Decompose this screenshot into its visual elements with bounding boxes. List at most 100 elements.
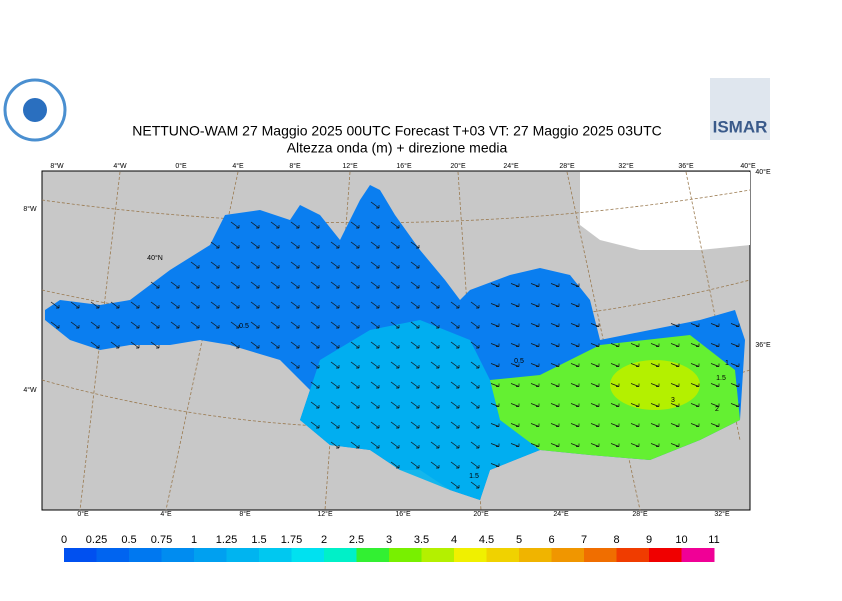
direction-arrow	[210, 261, 220, 269]
contour-label: 3	[671, 397, 675, 404]
colorbar-label: 0.25	[86, 534, 107, 546]
direction-arrow	[390, 221, 400, 229]
colorbar-label: 6	[548, 534, 554, 546]
direction-arrow	[470, 421, 480, 429]
direction-arrow	[470, 301, 480, 309]
direction-arrow	[470, 481, 480, 489]
direction-arrow	[410, 461, 420, 469]
top-lon-label: 36°E	[678, 162, 694, 170]
right-label: 40°E	[755, 168, 771, 176]
direction-arrow	[310, 221, 320, 229]
direction-arrow	[210, 301, 220, 309]
direction-arrow	[150, 341, 160, 349]
direction-arrow	[490, 403, 500, 407]
direction-arrow	[310, 261, 320, 269]
direction-arrow	[330, 321, 340, 329]
colorbar-label: 4.5	[479, 534, 494, 546]
direction-arrow	[410, 301, 420, 309]
direction-arrow	[290, 341, 300, 349]
direction-arrow	[370, 221, 380, 229]
direction-arrow	[250, 341, 260, 349]
direction-arrow	[310, 381, 320, 389]
direction-arrow	[210, 241, 220, 249]
colorbar-label: 3	[386, 534, 392, 546]
colorbar-swatch	[161, 548, 195, 562]
direction-arrow	[490, 363, 500, 367]
direction-arrow	[350, 281, 360, 289]
direction-arrow	[170, 321, 180, 329]
direction-arrow	[410, 421, 420, 429]
top-lon-label: 4°E	[232, 162, 244, 170]
direction-arrow	[610, 443, 620, 447]
direction-arrow	[410, 341, 420, 349]
colorbar-swatch	[356, 548, 390, 562]
direction-arrow	[650, 343, 660, 347]
direction-arrow	[430, 301, 440, 309]
colorbar-label: 2.5	[349, 534, 364, 546]
direction-arrow	[370, 201, 380, 209]
direction-arrow	[590, 383, 600, 387]
direction-arrow	[570, 363, 580, 367]
direction-arrow	[530, 343, 540, 347]
direction-arrow	[510, 303, 520, 307]
bottom-lon-label: 32°E	[714, 510, 730, 518]
direction-arrow	[670, 423, 680, 427]
direction-arrow	[230, 301, 240, 309]
direction-arrow	[350, 321, 360, 329]
direction-arrow	[190, 321, 200, 329]
direction-arrow	[290, 361, 300, 369]
direction-arrow	[370, 281, 380, 289]
direction-arrow	[370, 401, 380, 409]
colorbar-swatch	[64, 548, 97, 562]
direction-arrow	[670, 403, 680, 407]
direction-arrow	[250, 261, 260, 269]
direction-arrow	[450, 361, 460, 369]
direction-arrow	[570, 383, 580, 387]
direction-arrow	[450, 421, 460, 429]
direction-arrow	[330, 301, 340, 309]
top-lon-label: 12°E	[342, 162, 358, 170]
direction-arrow	[250, 301, 260, 309]
direction-arrow	[530, 303, 540, 307]
direction-arrow	[670, 343, 680, 347]
direction-arrow	[450, 321, 460, 329]
direction-arrow	[510, 383, 520, 387]
direction-arrow	[290, 281, 300, 289]
direction-arrow	[250, 221, 260, 229]
direction-arrow	[730, 383, 740, 387]
direction-arrow	[630, 423, 640, 427]
colorbar-swatch	[96, 548, 130, 562]
direction-arrow	[470, 341, 480, 349]
direction-arrow	[50, 301, 60, 309]
direction-arrow	[310, 281, 320, 289]
contour-label: 2	[715, 406, 719, 413]
direction-arrow	[690, 343, 700, 347]
direction-arrow	[470, 361, 480, 369]
colorbar-label: 5	[516, 534, 522, 546]
direction-arrow	[70, 301, 80, 309]
direction-arrow	[690, 323, 700, 327]
direction-arrow	[710, 363, 720, 367]
direction-arrow	[330, 281, 340, 289]
direction-arrow	[230, 221, 240, 229]
direction-arrow	[430, 361, 440, 369]
colorbar-swatch	[421, 548, 455, 562]
direction-arrow	[550, 323, 560, 327]
top-lon-label: 16°E	[396, 162, 412, 170]
bottom-lon-label: 8°E	[239, 510, 251, 518]
direction-arrow	[290, 261, 300, 269]
bottom-lon-label: 12°E	[317, 510, 333, 518]
direction-arrow	[210, 281, 220, 289]
direction-arrow	[230, 241, 240, 249]
colorbar-label: 3.5	[414, 534, 429, 546]
direction-arrow	[110, 341, 120, 349]
direction-arrow	[290, 241, 300, 249]
direction-arrow	[550, 383, 560, 387]
direction-arrow	[330, 261, 340, 269]
direction-arrow	[410, 441, 420, 449]
direction-arrow	[590, 443, 600, 447]
direction-arrow	[350, 221, 360, 229]
colorbar-label: 9	[646, 534, 652, 546]
direction-arrow	[170, 301, 180, 309]
direction-arrow	[670, 443, 680, 447]
